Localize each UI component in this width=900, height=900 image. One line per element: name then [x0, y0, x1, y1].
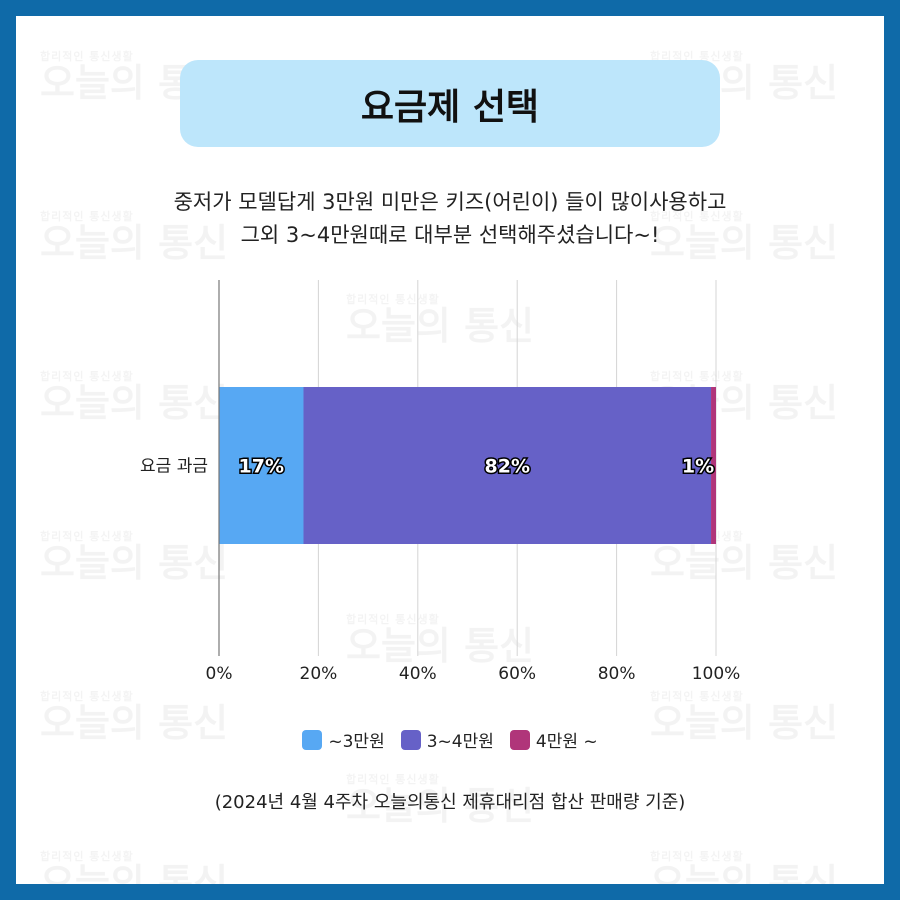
legend-item-over-40k: 4만원 ~	[509, 727, 598, 752]
description-line-2: 그외 3~4만원때로 대부분 선택해주셨습니다~!	[240, 223, 660, 247]
infographic-card: 합리적인 통신생활오늘의 통신 합리적인 통신생활오늘의 통신 합리적인 통신생…	[16, 16, 884, 884]
legend: ~3만원 3~4만원 4만원 ~	[16, 727, 884, 752]
x-tick-label: 100%	[692, 664, 741, 684]
bar-segments	[219, 387, 716, 544]
axes: 0% 20% 40% 60% 80% 100% 요금 과금	[140, 280, 740, 684]
x-tick-label: 60%	[498, 664, 536, 684]
legend-label: ~3만원	[328, 732, 385, 752]
data-label: 1%	[682, 456, 714, 478]
bar-segment	[219, 387, 304, 544]
x-tick-label: 80%	[598, 664, 636, 684]
bar-segment	[303, 387, 712, 544]
bar-segment	[711, 387, 716, 544]
page-title: 요금제 선택	[360, 86, 540, 128]
x-tick-label: 0%	[206, 664, 233, 684]
legend-swatch	[302, 729, 323, 750]
description-line-1: 중저가 모델답게 3만원 미만은 키즈(어린이) 들이 많이사용하고	[173, 190, 727, 214]
x-tick-label: 20%	[300, 664, 338, 684]
legend-label: 4만원 ~	[535, 732, 598, 752]
data-label: 82%	[485, 456, 530, 478]
legend-item-30k-40k: 3~4만원	[400, 727, 494, 752]
stacked-bar-chart: 0% 20% 40% 60% 80% 100% 요금 과금 17% 82% 1%	[140, 280, 740, 684]
title-banner: 요금제 선택	[180, 60, 720, 147]
legend-item-under-30k: ~3만원	[302, 727, 385, 752]
legend-swatch	[509, 729, 530, 750]
footnote: (2024년 4월 4주차 오늘의통신 제휴대리점 합산 판매량 기준)	[214, 792, 686, 813]
legend-label: 3~4만원	[426, 732, 494, 752]
data-labels: 17% 82% 1%	[237, 454, 716, 479]
legend-swatch	[400, 729, 421, 750]
category-label: 요금 과금	[140, 457, 208, 477]
x-tick-label: 40%	[399, 664, 437, 684]
data-label: 17%	[239, 456, 284, 478]
